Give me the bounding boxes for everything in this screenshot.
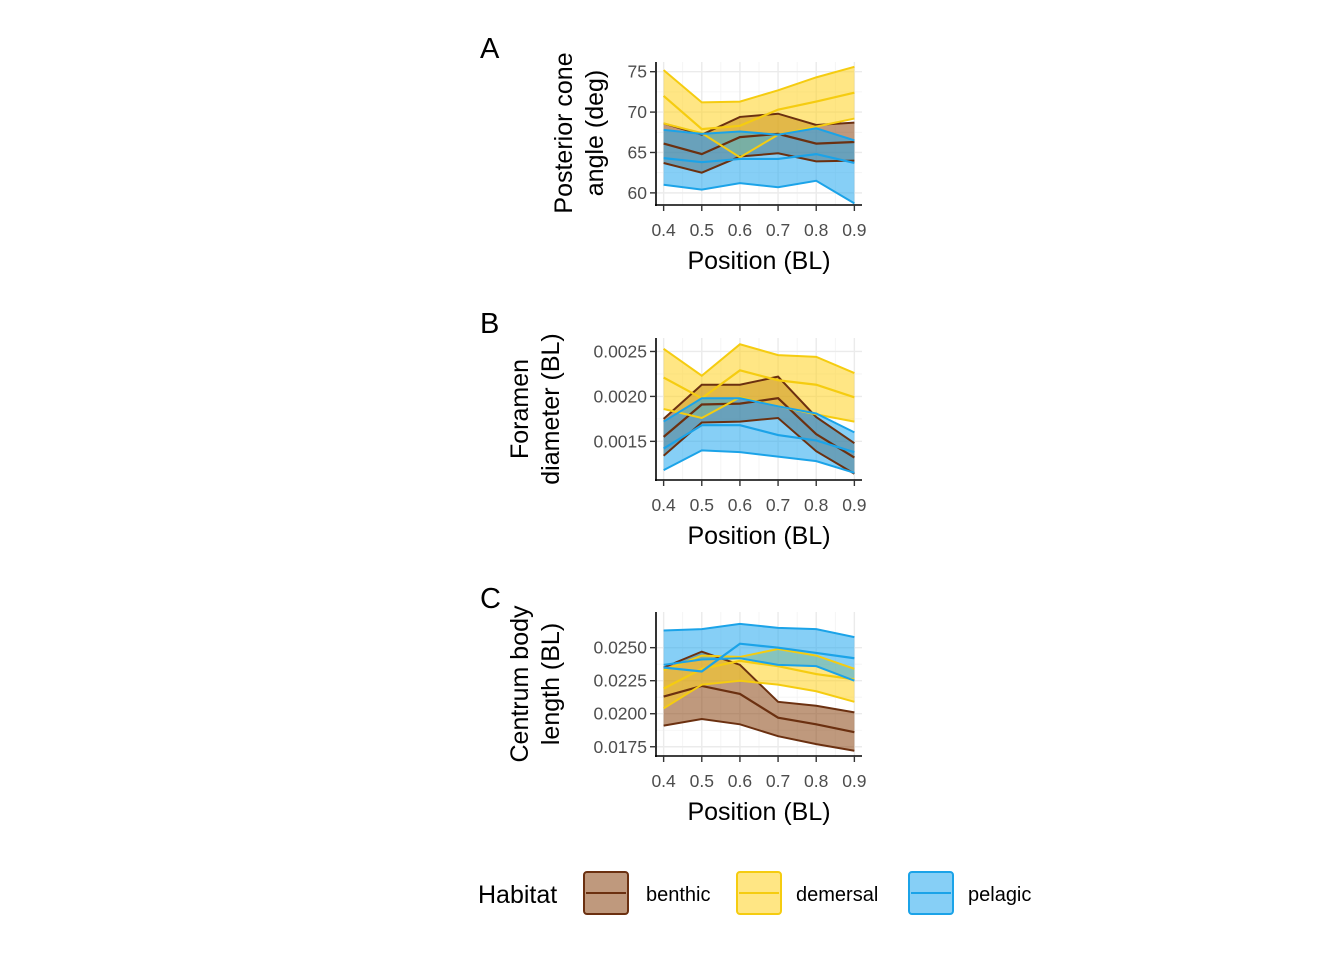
- y-axis-title: Posterior cone angle (deg): [550, 52, 609, 213]
- y-tick-label: 60: [628, 183, 648, 203]
- x-tick-label: 0.8: [804, 771, 828, 791]
- x-axis-title: Position (BL): [687, 247, 830, 275]
- y-axis-title-line: Posterior cone: [550, 52, 578, 213]
- upper-line-pelagic: [663, 622, 855, 639]
- upper-line-demersal: [663, 343, 855, 378]
- legend-label-benthic: benthic: [646, 884, 711, 906]
- x-tick-label: 0.5: [690, 771, 714, 791]
- mean-line-pelagic: [663, 642, 855, 673]
- legend-key-demersal: [736, 871, 782, 915]
- x-tick-label: 0.7: [766, 495, 790, 515]
- x-tick-label: 0.5: [690, 495, 714, 515]
- x-tick-label: 0.4: [651, 771, 676, 791]
- panel-tag: B: [480, 308, 499, 340]
- y-axis-title-line: diameter (BL): [537, 333, 565, 484]
- upper-line-benthic: [662, 375, 855, 444]
- x-tick-label: 0.4: [651, 220, 676, 240]
- upper-line-pelagic: [663, 127, 855, 142]
- legend-key-pelagic: [908, 871, 954, 915]
- x-tick-label: 0.6: [728, 771, 752, 791]
- y-tick-label: 0.0025: [593, 341, 647, 361]
- mean-line-demersal: [663, 369, 855, 400]
- mean-line-demersal: [662, 91, 855, 131]
- panel-tag: C: [480, 583, 501, 615]
- y-tick-label: 70: [628, 102, 648, 122]
- x-tick-label: 0.8: [804, 220, 828, 240]
- x-tick-label: 0.9: [842, 220, 866, 240]
- x-tick-label: 0.6: [728, 495, 752, 515]
- legend-key-benthic: [583, 871, 629, 915]
- lower-line-demersal: [663, 679, 855, 710]
- upper-line-demersal: [662, 65, 855, 104]
- lower-line-pelagic: [663, 657, 855, 682]
- x-tick-label: 0.9: [842, 771, 866, 791]
- x-tick-label: 0.9: [842, 495, 866, 515]
- mean-line-pelagic: [663, 424, 855, 454]
- ribbon-pelagic: [663, 128, 855, 204]
- x-tick-label: 0.7: [766, 220, 790, 240]
- x-tick-label: 0.8: [804, 495, 828, 515]
- lower-line-demersal: [663, 117, 855, 159]
- y-tick-label: 0.0020: [593, 386, 647, 406]
- y-axis-title: Centrum body length (BL): [506, 605, 565, 763]
- y-tick-label: 0.0225: [593, 671, 647, 691]
- lower-line-benthic: [663, 717, 855, 752]
- x-axis-title: Position (BL): [687, 522, 830, 550]
- y-axis-title-line: length (BL): [537, 623, 565, 745]
- legend-title: Habitat: [478, 881, 557, 909]
- y-tick-label: 65: [628, 142, 647, 162]
- y-axis-title-line: angle (deg): [581, 70, 609, 196]
- legend: Habitat benthic demersal pelagic: [478, 871, 1031, 915]
- lower-line-benthic: [663, 152, 855, 174]
- y-tick-label: 0.0015: [593, 431, 647, 451]
- x-axis-title: Position (BL): [687, 798, 830, 826]
- upper-line-demersal: [663, 647, 855, 672]
- mean-line-demersal: [663, 659, 855, 690]
- panel-tag: A: [480, 33, 500, 65]
- panel-c: 0.0175 0.0200 0.0225 0.0250 0.4 0.5 0.6 0.7 0.8 0…: [480, 583, 867, 826]
- panel-a: 60 65 70 75 0.4 0.5 0.6 0.7 0.8 0.9 Position (BL) P…: [480, 33, 867, 275]
- y-axis-title-line: Centrum body: [506, 605, 534, 763]
- y-tick-label: 0.0250: [593, 638, 647, 658]
- legend-label-demersal: demersal: [796, 884, 878, 906]
- lower-line-pelagic: [663, 179, 855, 205]
- x-tick-label: 0.4: [651, 495, 676, 515]
- legend-label-pelagic: pelagic: [968, 884, 1031, 906]
- mean-line-benthic: [663, 132, 855, 156]
- x-tick-label: 0.7: [766, 771, 790, 791]
- lower-line-pelagic: [663, 449, 855, 474]
- x-tick-label: 0.6: [728, 220, 752, 240]
- y-tick-label: 0.0175: [593, 737, 647, 757]
- y-tick-label: 75: [628, 62, 647, 82]
- upper-line-pelagic: [663, 397, 855, 434]
- x-tick-label: 0.5: [690, 220, 714, 240]
- y-axis-title: Foramen diameter (BL): [506, 333, 565, 484]
- y-axis-title-line: Foramen: [506, 359, 534, 459]
- y-tick-label: 0.0200: [593, 704, 647, 724]
- panel-b: 0.0015 0.0020 0.0025 0.4 0.5 0.6 0.7 0.8 0.9 Posi…: [480, 308, 867, 550]
- mean-line-pelagic: [663, 152, 855, 165]
- ribbon-pelagic: [663, 398, 855, 473]
